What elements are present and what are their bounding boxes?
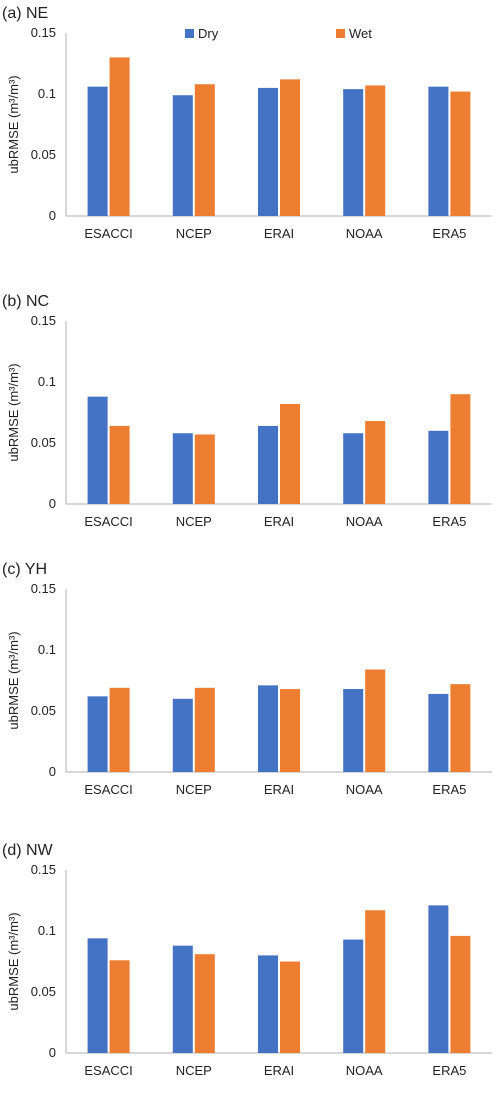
bar-dry-esacci bbox=[87, 696, 108, 772]
x-tick-label: ESACCI bbox=[84, 514, 132, 529]
x-tick-label: ERAI bbox=[264, 226, 294, 241]
bar-wet-ncep bbox=[194, 954, 215, 1053]
bar-wet-era5 bbox=[450, 394, 471, 504]
chart-title: (c) YH bbox=[2, 561, 47, 578]
bar-wet-noaa bbox=[365, 421, 386, 504]
bar-dry-ncep bbox=[172, 95, 193, 216]
y-tick-label: 0 bbox=[49, 1045, 56, 1060]
chart-panel-0: (a) NE 0 0.05 0.1 0.15 ubRMSE (m³/m³) ESACCI NC… bbox=[2, 5, 492, 241]
x-tick-label: NCEP bbox=[176, 514, 212, 529]
x-tick-label: ERAI bbox=[264, 514, 294, 529]
y-tick-label: 0.1 bbox=[38, 642, 56, 657]
x-tick-label: NOAA bbox=[346, 514, 383, 529]
bar-dry-era5 bbox=[428, 86, 449, 217]
legend-label: Dry bbox=[198, 26, 219, 41]
bar-dry-era5 bbox=[428, 905, 449, 1053]
y-tick-label: 0.05 bbox=[31, 147, 56, 162]
bar-dry-esacci bbox=[87, 86, 108, 217]
bar-dry-noaa bbox=[343, 433, 364, 504]
bar-dry-erai bbox=[258, 685, 278, 772]
bar-wet-erai bbox=[280, 689, 300, 772]
y-axis-title: ubRMSE (m³/m³) bbox=[6, 631, 21, 729]
x-tick-label: ERA5 bbox=[432, 514, 466, 529]
x-tick-label: NOAA bbox=[346, 226, 383, 241]
y-tick-label: 0.05 bbox=[31, 435, 56, 450]
legend-swatch-dry bbox=[185, 29, 194, 38]
bar-dry-erai bbox=[258, 87, 278, 217]
bar-dry-ncep bbox=[172, 945, 193, 1053]
bar-dry-erai bbox=[258, 425, 278, 504]
x-tick-label: NCEP bbox=[176, 782, 212, 797]
bar-wet-esacci bbox=[109, 57, 130, 217]
bar-wet-esacci bbox=[109, 425, 130, 504]
y-tick-label: 0 bbox=[49, 208, 56, 223]
x-tick-label: NOAA bbox=[346, 782, 383, 797]
y-tick-label: 0.1 bbox=[38, 374, 56, 389]
y-tick-label: 0 bbox=[49, 496, 56, 511]
y-axis-title: ubRMSE (m³/m³) bbox=[6, 75, 21, 173]
x-tick-label: ERA5 bbox=[432, 1063, 466, 1078]
bar-wet-erai bbox=[280, 961, 300, 1053]
bar-wet-esacci bbox=[109, 687, 130, 772]
x-tick-label: ERA5 bbox=[432, 782, 466, 797]
chart-panel-1: (b) NC 0 0.05 0.1 0.15 ubRMSE (m³/m³) ESACCI NC… bbox=[2, 293, 492, 529]
bar-wet-noaa bbox=[365, 669, 386, 772]
y-tick-label: 0.15 bbox=[31, 581, 56, 596]
bar-dry-ncep bbox=[172, 698, 193, 772]
bar-dry-era5 bbox=[428, 693, 449, 772]
bar-wet-erai bbox=[280, 403, 300, 504]
y-tick-label: 0.15 bbox=[31, 862, 56, 877]
bar-wet-ncep bbox=[194, 434, 215, 504]
x-tick-label: ESACCI bbox=[84, 782, 132, 797]
y-axis-title: ubRMSE (m³/m³) bbox=[6, 912, 21, 1010]
bar-dry-erai bbox=[258, 955, 278, 1053]
x-tick-label: ERA5 bbox=[432, 226, 466, 241]
x-tick-label: NOAA bbox=[346, 1063, 383, 1078]
bar-wet-noaa bbox=[365, 85, 386, 217]
legend-label: Wet bbox=[349, 26, 372, 41]
legend-swatch-wet bbox=[336, 29, 345, 38]
x-tick-label: NCEP bbox=[176, 226, 212, 241]
chart-panel-3: (d) NW 0 0.05 0.1 0.15 ubRMSE (m³/m³) ESACCI NC… bbox=[2, 842, 492, 1078]
bar-dry-era5 bbox=[428, 430, 449, 504]
y-tick-label: 0.15 bbox=[31, 25, 56, 40]
bar-dry-esacci bbox=[87, 396, 108, 504]
y-tick-label: 0 bbox=[49, 764, 56, 779]
bar-dry-esacci bbox=[87, 938, 108, 1053]
y-tick-label: 0.1 bbox=[38, 86, 56, 101]
bar-dry-noaa bbox=[343, 89, 364, 216]
bar-wet-era5 bbox=[450, 91, 471, 216]
bar-wet-ncep bbox=[194, 687, 215, 772]
x-tick-label: NCEP bbox=[176, 1063, 212, 1078]
bar-wet-erai bbox=[280, 79, 300, 216]
y-tick-label: 0.1 bbox=[38, 923, 56, 938]
bar-wet-ncep bbox=[194, 84, 215, 217]
chart-title: (a) NE bbox=[2, 5, 48, 22]
bar-wet-era5 bbox=[450, 684, 471, 772]
chart-title: (b) NC bbox=[2, 293, 49, 310]
y-tick-label: 0.05 bbox=[31, 984, 56, 999]
bar-wet-esacci bbox=[109, 960, 130, 1053]
y-axis-title: ubRMSE (m³/m³) bbox=[6, 363, 21, 461]
x-tick-label: ERAI bbox=[264, 782, 294, 797]
bar-dry-ncep bbox=[172, 433, 193, 504]
x-tick-label: ESACCI bbox=[84, 1063, 132, 1078]
x-tick-label: ERAI bbox=[264, 1063, 294, 1078]
bar-dry-noaa bbox=[343, 689, 364, 772]
y-tick-label: 0.15 bbox=[31, 313, 56, 328]
y-tick-label: 0.05 bbox=[31, 703, 56, 718]
bar-wet-era5 bbox=[450, 935, 471, 1053]
x-tick-label: ESACCI bbox=[84, 226, 132, 241]
chart-title: (d) NW bbox=[2, 842, 54, 859]
chart-panel-2: (c) YH 0 0.05 0.1 0.15 ubRMSE (m³/m³) ESACCI NC… bbox=[2, 561, 492, 797]
bar-wet-noaa bbox=[365, 910, 386, 1053]
bar-dry-noaa bbox=[343, 939, 364, 1053]
